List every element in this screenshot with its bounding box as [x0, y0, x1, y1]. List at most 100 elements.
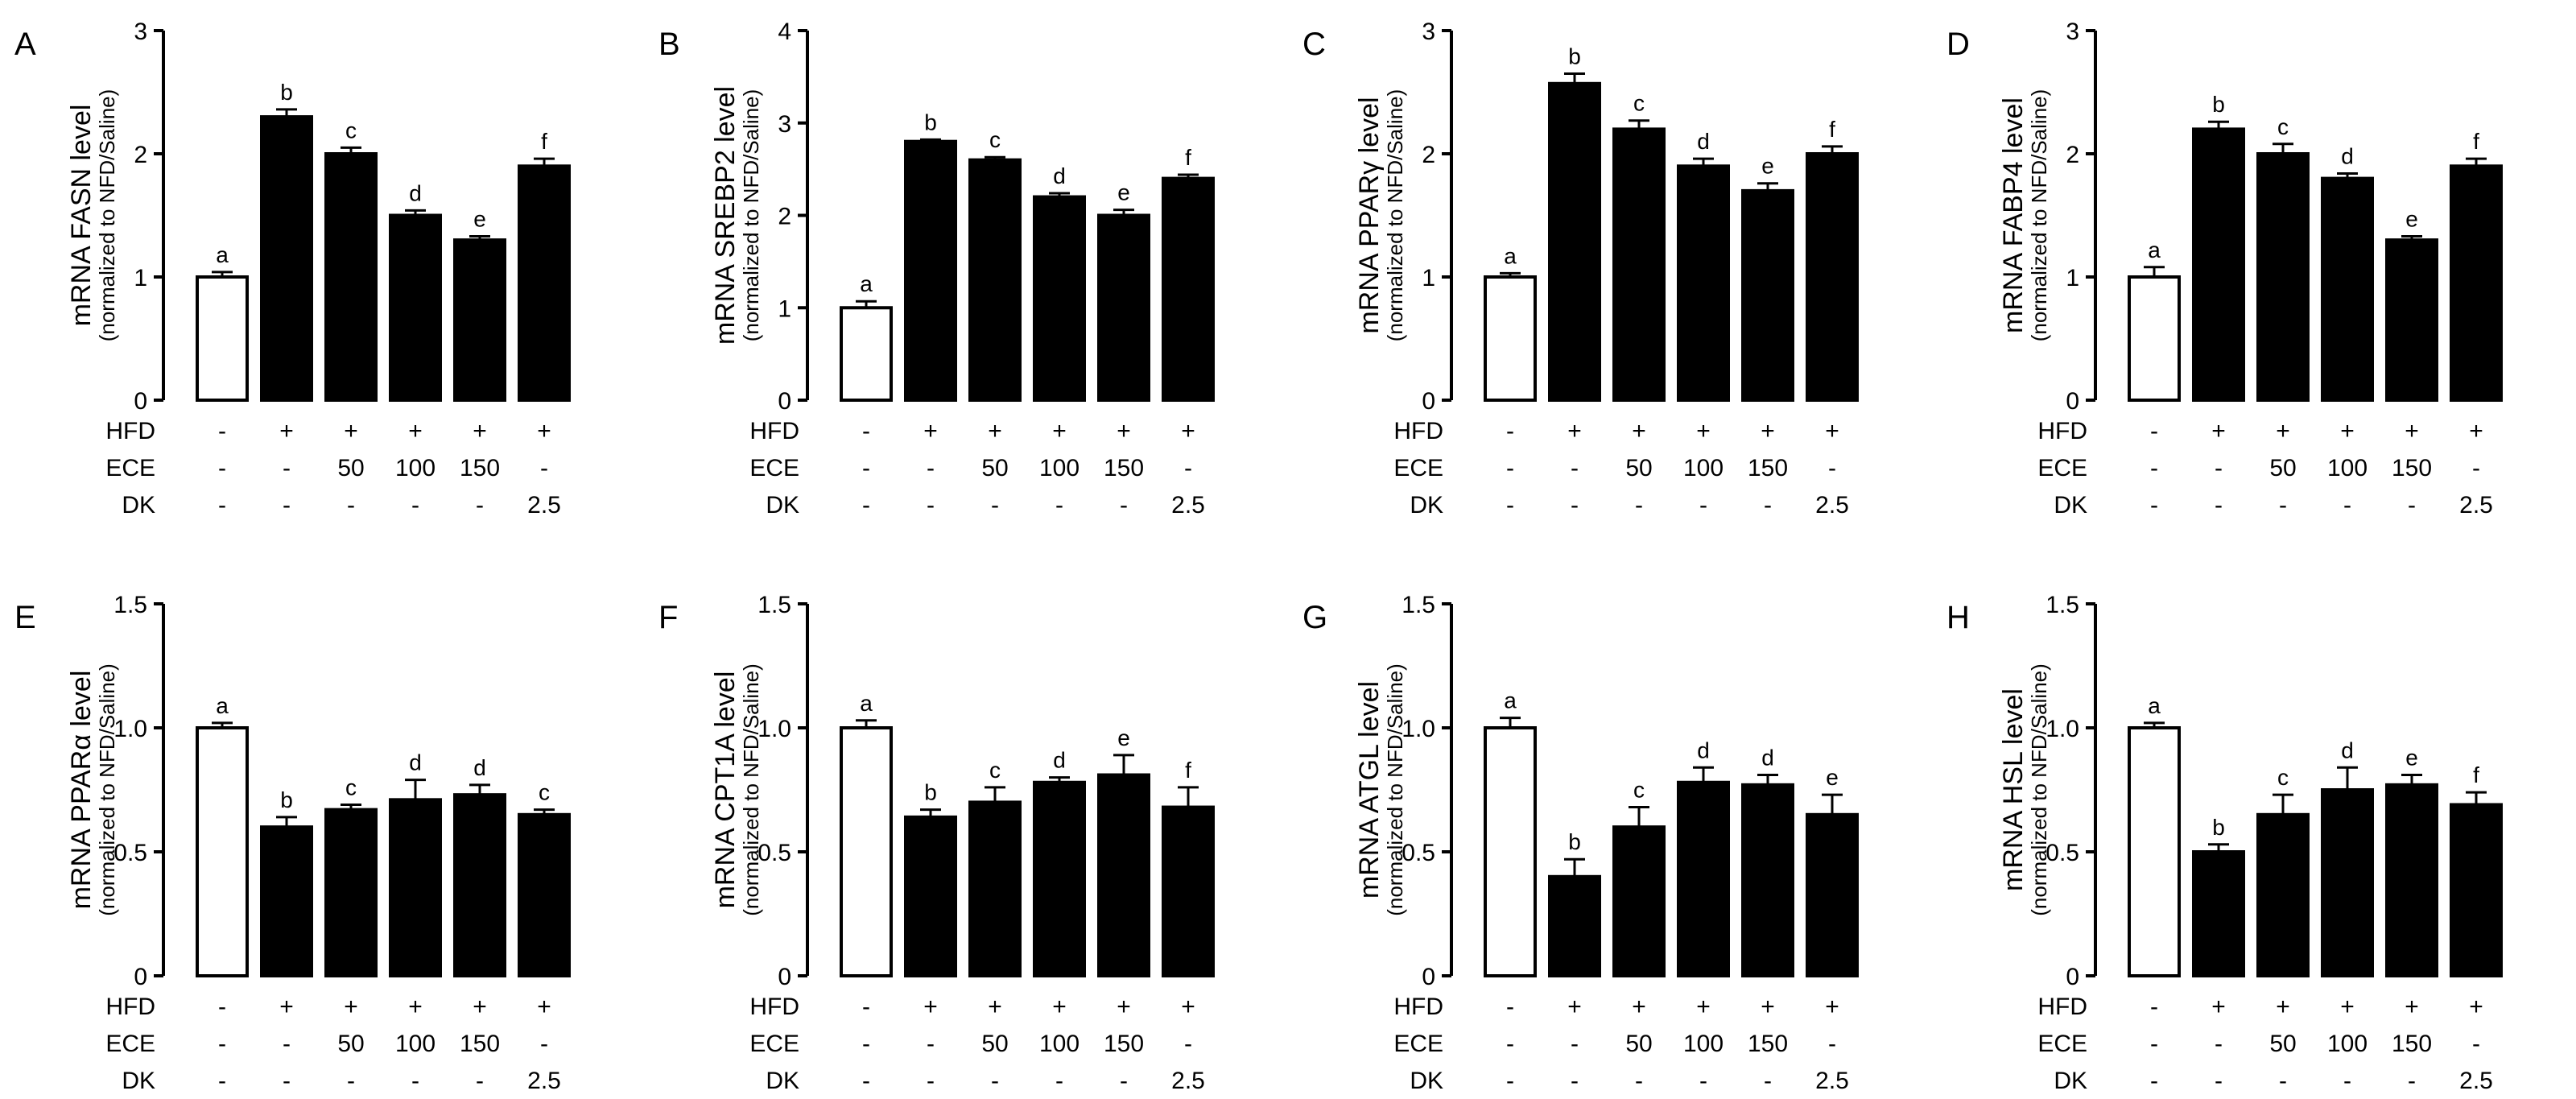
treatment-value: - [2343, 492, 2351, 519]
y-tick-label: 0 [1422, 388, 1435, 415]
treatment-value: - [1571, 1068, 1579, 1094]
y-axis-title: mRNA ATGL level [1354, 681, 1385, 899]
treatment-value: 50 [337, 1031, 364, 1057]
treatment-value: - [1506, 1031, 1514, 1057]
bar [1484, 275, 1537, 402]
treatment-value: + [1761, 994, 1775, 1020]
treatment-value: - [1506, 492, 1514, 519]
treatment-value: + [473, 418, 487, 444]
treatment-value: - [1828, 1031, 1836, 1057]
treatment-value: - [2150, 418, 2158, 444]
y-axis-title: mRNA PPARγ level [1354, 97, 1385, 333]
treatment-value: 150 [1104, 1031, 1144, 1057]
bar [1806, 152, 1859, 402]
treatment-value: - [1055, 492, 1063, 519]
treatment-value: + [1052, 418, 1067, 444]
treatment-value: - [2408, 1068, 2416, 1094]
significance-letter: c [345, 775, 357, 799]
y-axis-title: mRNA HSL level [1998, 688, 2029, 891]
treatment-value: - [540, 455, 548, 481]
treatment-value: - [2408, 492, 2416, 519]
treatment-value: - [1184, 1031, 1192, 1057]
treatment-row-label: ECE [2037, 455, 2087, 481]
significance-letter: b [1568, 829, 1581, 854]
treatment-row-label: DK [2054, 492, 2087, 519]
y-axis-title: mRNA FASN level [66, 105, 97, 327]
treatment-row-label: HFD [105, 418, 155, 444]
panel-label: D [1946, 27, 1970, 62]
panel-label: A [14, 27, 36, 62]
significance-letter: b [2212, 92, 2225, 117]
significance-letter: e [473, 207, 486, 232]
bar [840, 306, 893, 402]
y-axis-title: mRNA FABP4 level [1998, 97, 2029, 333]
chart-panel-a: A 0 1 2 3 mRNA FASN level(normalized to NFD/S… [14, 19, 571, 519]
significance-letter: d [409, 750, 422, 775]
treatment-value: - [218, 994, 226, 1020]
treatment-value: - [218, 492, 226, 519]
bar [968, 158, 1022, 402]
treatment-value: - [411, 492, 419, 519]
significance-letter: b [924, 109, 937, 134]
treatment-value: - [1635, 492, 1643, 519]
treatment-value: - [862, 1068, 870, 1094]
treatment-value: + [408, 418, 423, 444]
significance-letter: f [2473, 129, 2479, 154]
bar [518, 164, 571, 403]
chart-panel-h: H 0 0.5 1.0 1.5 mRNA HSL level(normalized to … [1946, 592, 2503, 1094]
bar [324, 808, 378, 978]
treatment-value: - [1764, 492, 1772, 519]
treatment-value: - [927, 455, 935, 481]
treatment-value: - [347, 1068, 355, 1094]
significance-letter: c [989, 127, 1001, 152]
treatment-value: - [1635, 1068, 1643, 1094]
treatment-value: - [1120, 492, 1128, 519]
panel-label: H [1946, 600, 1970, 635]
treatment-value: + [408, 994, 423, 1020]
bar [518, 812, 571, 977]
treatment-value: - [218, 418, 226, 444]
treatment-value: - [1764, 1068, 1772, 1094]
significance-letter: c [1633, 91, 1645, 116]
treatment-value: - [2215, 1031, 2223, 1057]
chart-panel-c: C 0 1 2 3 mRNA PPARγ level(normalized to NFD/… [1302, 19, 1859, 519]
significance-letter: f [1185, 145, 1191, 170]
bar [1548, 81, 1601, 402]
treatment-value: + [1181, 994, 1195, 1020]
y-tick-label: 1 [2066, 265, 2079, 291]
y-tick-label: 3 [2066, 19, 2079, 45]
treatment-value: 100 [1683, 455, 1724, 481]
treatment-value: - [283, 1068, 291, 1094]
bar [840, 726, 893, 977]
treatment-row-label: DK [1410, 492, 1443, 519]
bar [2321, 788, 2374, 977]
treatment-value: - [218, 1031, 226, 1057]
bar [1162, 176, 1215, 402]
treatment-value: + [1632, 994, 1646, 1020]
y-axis-subtitle: (normalized to NFD/Saline) [739, 663, 763, 916]
y-tick-label: 1 [1422, 265, 1435, 291]
treatment-row-label: ECE [105, 455, 155, 481]
significance-letter: a [1504, 243, 1517, 268]
treatment-value: - [540, 1031, 548, 1057]
treatment-value: - [1699, 492, 1707, 519]
treatment-value: - [2215, 1068, 2223, 1094]
bar [2450, 164, 2503, 403]
bar [2256, 812, 2310, 977]
treatment-value: 50 [1625, 1031, 1652, 1057]
panel-label: E [14, 600, 36, 635]
treatment-value: + [988, 418, 1002, 444]
significance-letter: c [989, 758, 1001, 783]
chart-panel-d: D 0 1 2 3 mRNA FABP4 level(normalized to NFD/… [1946, 19, 2503, 519]
chart-panel-f: F 0 0.5 1.0 1.5 mRNA CPT1A level(normalized t… [658, 592, 1215, 1094]
treatment-value: + [2340, 418, 2355, 444]
treatment-value: + [1632, 418, 1646, 444]
y-axis-subtitle: (normalized to NFD/Saline) [1383, 663, 1407, 916]
y-tick-label: 3 [1422, 19, 1435, 45]
significance-letter: a [216, 693, 229, 718]
significance-letter: a [2148, 693, 2161, 718]
treatment-value: - [2215, 492, 2223, 519]
y-axis-title: mRNA PPARα level [66, 671, 97, 910]
treatment-value: - [927, 1068, 935, 1094]
treatment-value: 150 [1748, 1031, 1788, 1057]
